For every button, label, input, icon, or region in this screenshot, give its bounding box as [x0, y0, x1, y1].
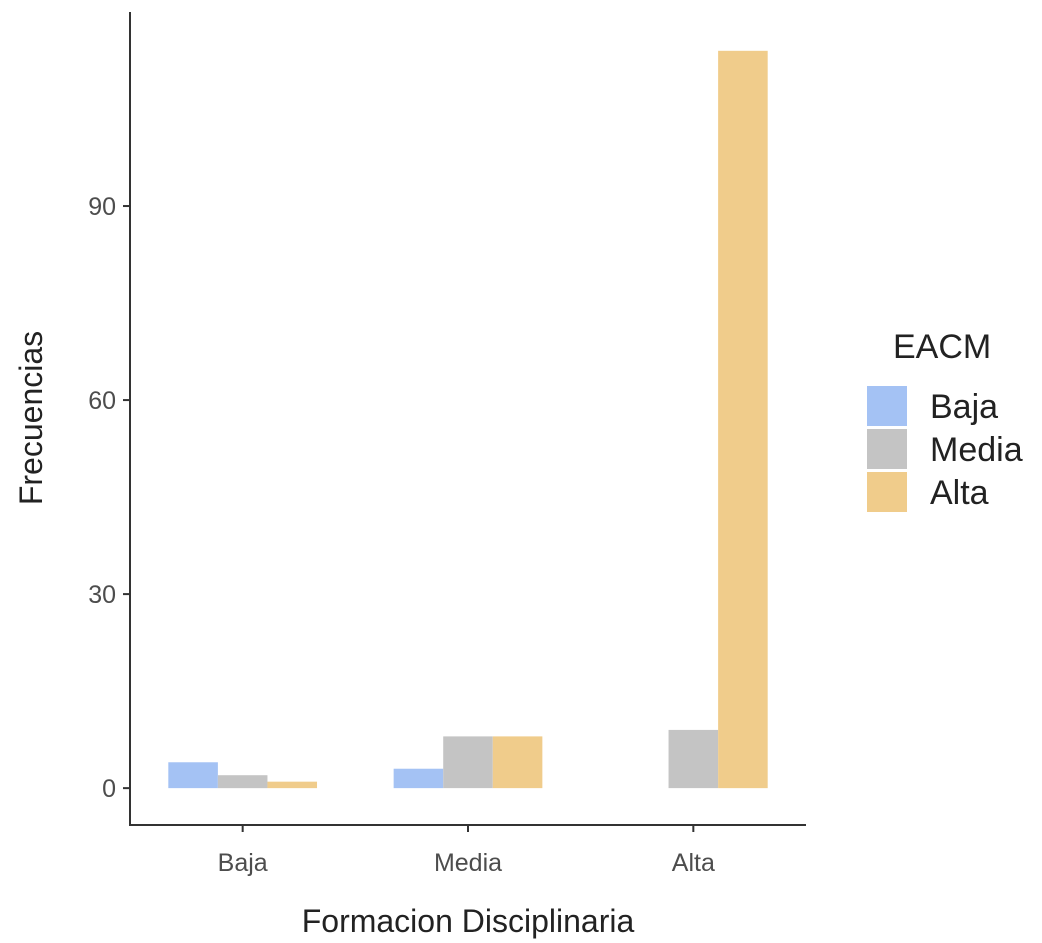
legend-key-baja [867, 386, 907, 426]
legend-title: EACM [893, 328, 991, 366]
bar-media-baja [393, 768, 444, 789]
x-tick-label-media: Media [434, 849, 502, 877]
legend: EACM Baja Media Alta [867, 328, 1023, 512]
x-ticks-group: Baja Media Alta [218, 825, 715, 877]
bar-baja-media [217, 775, 268, 789]
y-axis-title: Frecuencias [13, 331, 49, 505]
legend-key-alta [867, 472, 907, 512]
y-tick-label-60: 60 [88, 387, 116, 415]
bar-baja-alta [267, 781, 318, 789]
x-tick-label-baja: Baja [218, 849, 268, 877]
x-tick-label-alta: Alta [672, 849, 715, 877]
y-tick-label-30: 30 [88, 581, 116, 609]
y-ticks-group: 0 30 60 90 [88, 193, 130, 803]
legend-key-media [867, 429, 907, 469]
y-tick-label-90: 90 [88, 193, 116, 221]
bar-media-media [443, 736, 493, 789]
bar-baja-baja [168, 762, 218, 789]
bar-alta-alta [718, 50, 768, 789]
legend-label-media: Media [930, 431, 1023, 469]
legend-label-baja: Baja [930, 388, 998, 426]
bar-alta-media [668, 729, 719, 789]
legend-label-alta: Alta [930, 474, 989, 512]
y-tick-label-0: 0 [102, 775, 116, 803]
x-axis-title: Formacion Disciplinaria [302, 903, 635, 939]
bars-group [168, 50, 768, 789]
bar-media-alta [492, 736, 543, 789]
